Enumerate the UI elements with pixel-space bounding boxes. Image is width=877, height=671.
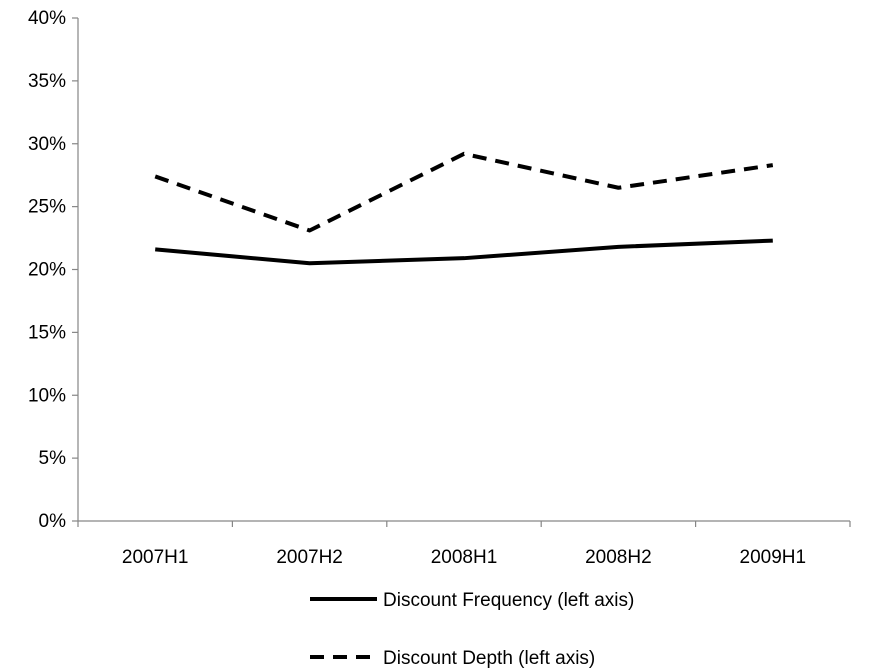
y-tick-label: 30% <box>28 134 66 155</box>
y-tick-label: 40% <box>28 8 66 29</box>
x-tick-label: 2007H2 <box>276 547 343 568</box>
series-line-discount-frequency <box>155 238 773 266</box>
y-axis: 0% 5% 10% 15% 20% 25% 30% 35% 40% <box>28 8 79 532</box>
series-lines <box>154 151 774 266</box>
x-tick-label: 2008H1 <box>431 547 498 568</box>
y-tick-label: 0% <box>39 511 67 532</box>
y-tick-label: 25% <box>28 197 66 218</box>
x-tick-label: 2009H1 <box>740 547 807 568</box>
y-tick-label: 15% <box>28 322 66 343</box>
y-tick-label: 35% <box>28 71 66 92</box>
legend-label: Discount Frequency (left axis) <box>383 590 634 611</box>
legend: Discount Frequency (left axis) Discount D… <box>310 590 634 669</box>
legend-label: Discount Depth (left axis) <box>383 648 595 669</box>
y-tick-label: 5% <box>39 448 67 469</box>
x-tick-label: 2007H1 <box>122 547 189 568</box>
y-tick-label: 20% <box>28 260 66 281</box>
y-tick-label: 10% <box>28 385 66 406</box>
x-axis: 2007H1 2007H2 2008H1 2008H2 2009H1 <box>77 520 851 568</box>
x-tick-label: 2008H2 <box>585 547 652 568</box>
series-line-discount-depth <box>154 151 774 233</box>
